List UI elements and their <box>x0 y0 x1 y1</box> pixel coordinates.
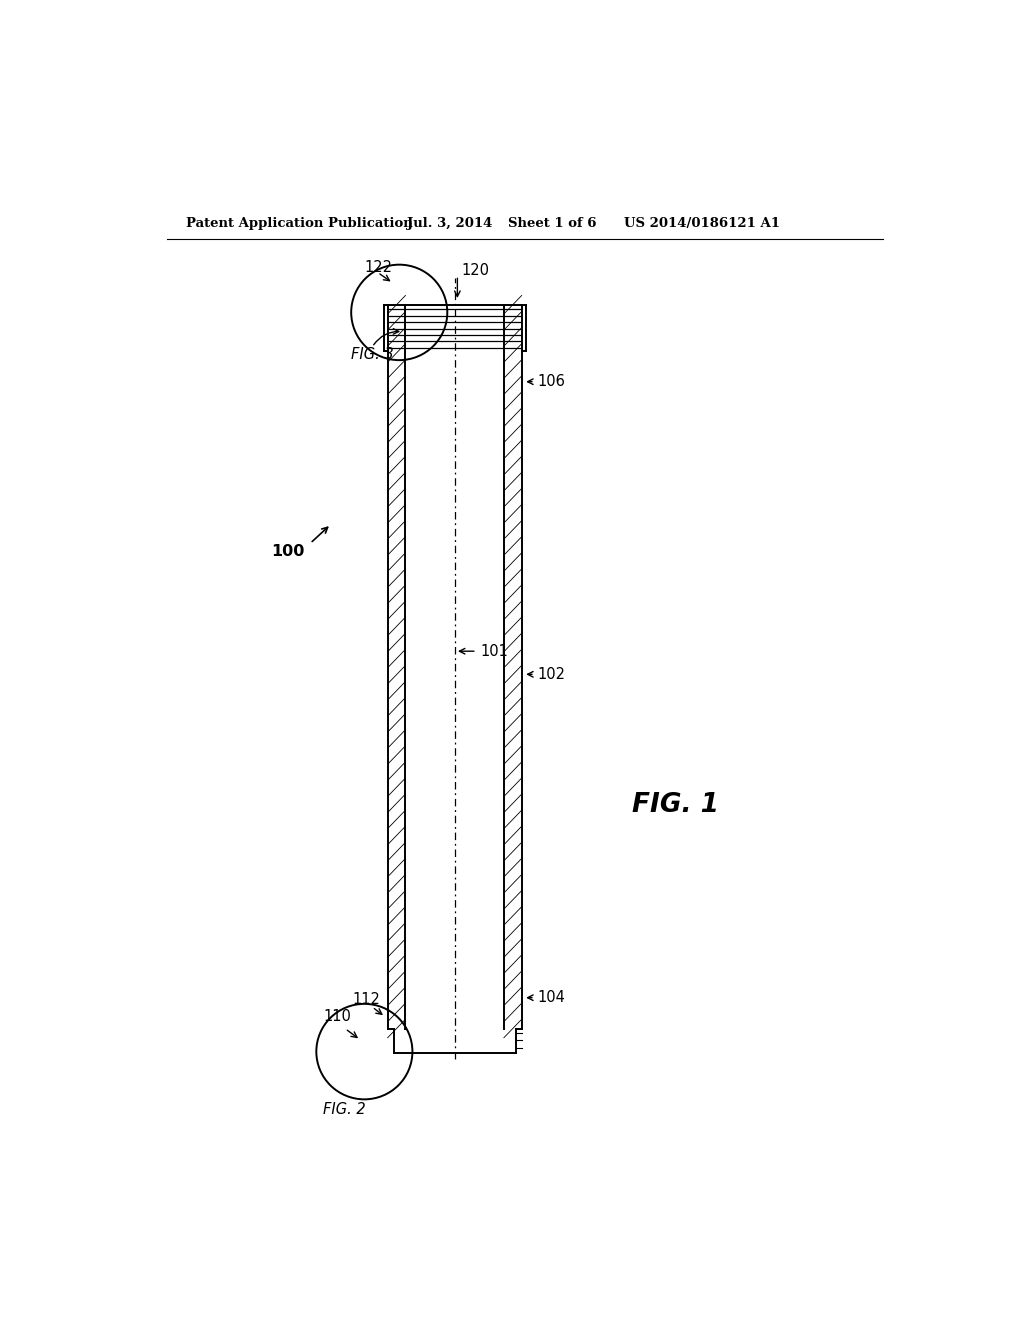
Text: Sheet 1 of 6: Sheet 1 of 6 <box>508 218 596 231</box>
Text: 112: 112 <box>352 991 381 1007</box>
Text: 122: 122 <box>365 260 392 276</box>
Text: FIG. 1: FIG. 1 <box>632 792 719 818</box>
Text: 104: 104 <box>538 990 565 1006</box>
Text: Patent Application Publication: Patent Application Publication <box>186 218 413 231</box>
Text: US 2014/0186121 A1: US 2014/0186121 A1 <box>624 218 780 231</box>
Text: 120: 120 <box>461 263 489 277</box>
Text: FIG. 2: FIG. 2 <box>324 1102 366 1117</box>
Text: 101: 101 <box>480 644 509 659</box>
Text: FIG. 3: FIG. 3 <box>351 347 394 362</box>
Text: Jul. 3, 2014: Jul. 3, 2014 <box>407 218 493 231</box>
Text: 106: 106 <box>538 374 565 389</box>
Text: 110: 110 <box>324 1010 351 1024</box>
Text: 100: 100 <box>271 544 305 558</box>
Text: 102: 102 <box>538 667 565 682</box>
